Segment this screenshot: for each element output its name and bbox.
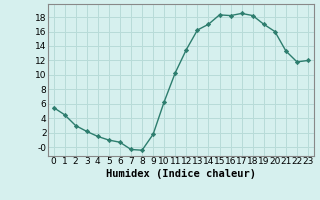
X-axis label: Humidex (Indice chaleur): Humidex (Indice chaleur) bbox=[106, 169, 256, 179]
